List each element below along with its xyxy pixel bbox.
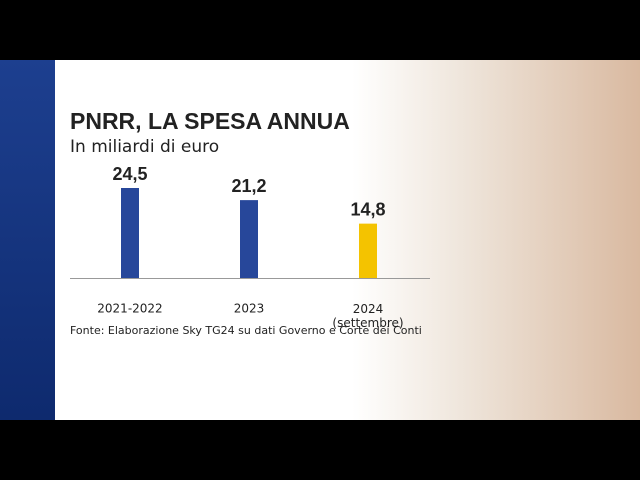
x-tick-label: 2023 [234, 302, 265, 316]
bar [359, 223, 377, 278]
source-note: Fonte: Elaborazione Sky TG24 su dati Gov… [70, 324, 422, 337]
chart-subtitle: In miliardi di euro [70, 137, 219, 157]
x-tick-label: 2024 (settembre) [332, 302, 403, 330]
x-tick-label-line: 2024 [353, 302, 384, 316]
background [0, 60, 640, 420]
x-tick-label: 2021-2022 [97, 302, 162, 316]
value-label: 24,5 [112, 164, 147, 184]
bar [240, 200, 258, 278]
bar [121, 188, 139, 278]
value-label: 14,8 [350, 199, 385, 219]
side-panel [0, 60, 55, 420]
value-label: 21,2 [231, 176, 266, 196]
x-tick-label-line: (settembre) [332, 316, 403, 330]
chart-title: PNRR, LA SPESA ANNUA [70, 108, 350, 134]
